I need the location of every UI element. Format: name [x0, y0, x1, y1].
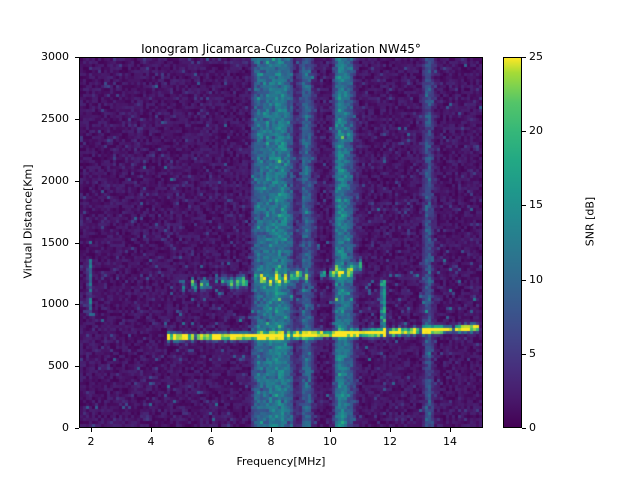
colorbar-tick — [522, 280, 526, 281]
y-axis-tick — [75, 243, 79, 244]
x-axis-label: Frequency[MHz] — [236, 455, 326, 468]
title-line-1: Ionogram Jicamarca-Cuzco Polarization NW… — [141, 42, 421, 56]
y-axis-tick — [75, 428, 79, 429]
colorbar-tick-label: 15 — [529, 198, 543, 211]
y-axis-tick-label: 0 — [62, 421, 69, 434]
y-axis-tick-label: 500 — [48, 359, 69, 372]
colorbar-tick-label: 20 — [529, 124, 543, 137]
x-axis-tick — [450, 428, 451, 432]
y-axis-tick — [75, 304, 79, 305]
y-axis-tick-label: 1500 — [41, 236, 69, 249]
y-axis-tick-label: 2500 — [41, 112, 69, 125]
colorbar-tick — [522, 205, 526, 206]
x-axis-tick — [211, 428, 212, 432]
x-axis-tick — [271, 428, 272, 432]
colorbar-tick — [522, 131, 526, 132]
y-axis-tick — [75, 366, 79, 367]
y-axis-tick-label: 1000 — [41, 297, 69, 310]
colorbar-tick-label: 25 — [529, 50, 543, 63]
y-axis-tick — [75, 119, 79, 120]
colorbar-tick — [522, 57, 526, 58]
colorbar-label: SNR [dB] — [583, 196, 597, 247]
x-axis-tick-label: 10 — [323, 435, 337, 448]
y-axis-tick — [75, 181, 79, 182]
y-axis-tick-label: 3000 — [41, 50, 69, 63]
y-axis-tick-label: 2000 — [41, 174, 69, 187]
colorbar-tick-label: 10 — [529, 273, 543, 286]
ionogram-heatmap — [80, 58, 482, 427]
x-axis-tick-label: 12 — [383, 435, 397, 448]
y-axis-tick — [75, 57, 79, 58]
x-axis-tick — [151, 428, 152, 432]
x-axis-tick — [390, 428, 391, 432]
x-axis-tick-label: 4 — [147, 435, 155, 448]
x-axis-tick — [330, 428, 331, 432]
x-axis-tick-label: 2 — [87, 435, 95, 448]
colorbar-tick — [522, 354, 526, 355]
x-axis-tick-label: 8 — [267, 435, 275, 448]
colorbar-tick — [522, 428, 526, 429]
colorbar-tick-label: 0 — [529, 421, 536, 434]
colorbar — [503, 57, 522, 428]
plot-area — [79, 57, 483, 428]
x-axis-tick-label: 6 — [207, 435, 215, 448]
x-axis-tick — [91, 428, 92, 432]
colorbar-tick-label: 5 — [529, 347, 536, 360]
x-axis-tick-label: 14 — [443, 435, 457, 448]
